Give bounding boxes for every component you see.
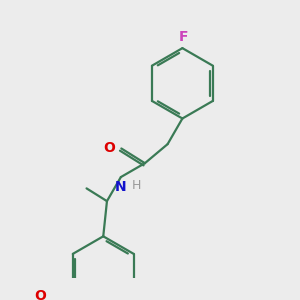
Text: O: O	[34, 289, 46, 300]
Text: N: N	[115, 180, 127, 194]
Text: F: F	[178, 29, 188, 44]
Text: O: O	[103, 140, 115, 154]
Text: H: H	[132, 179, 141, 192]
